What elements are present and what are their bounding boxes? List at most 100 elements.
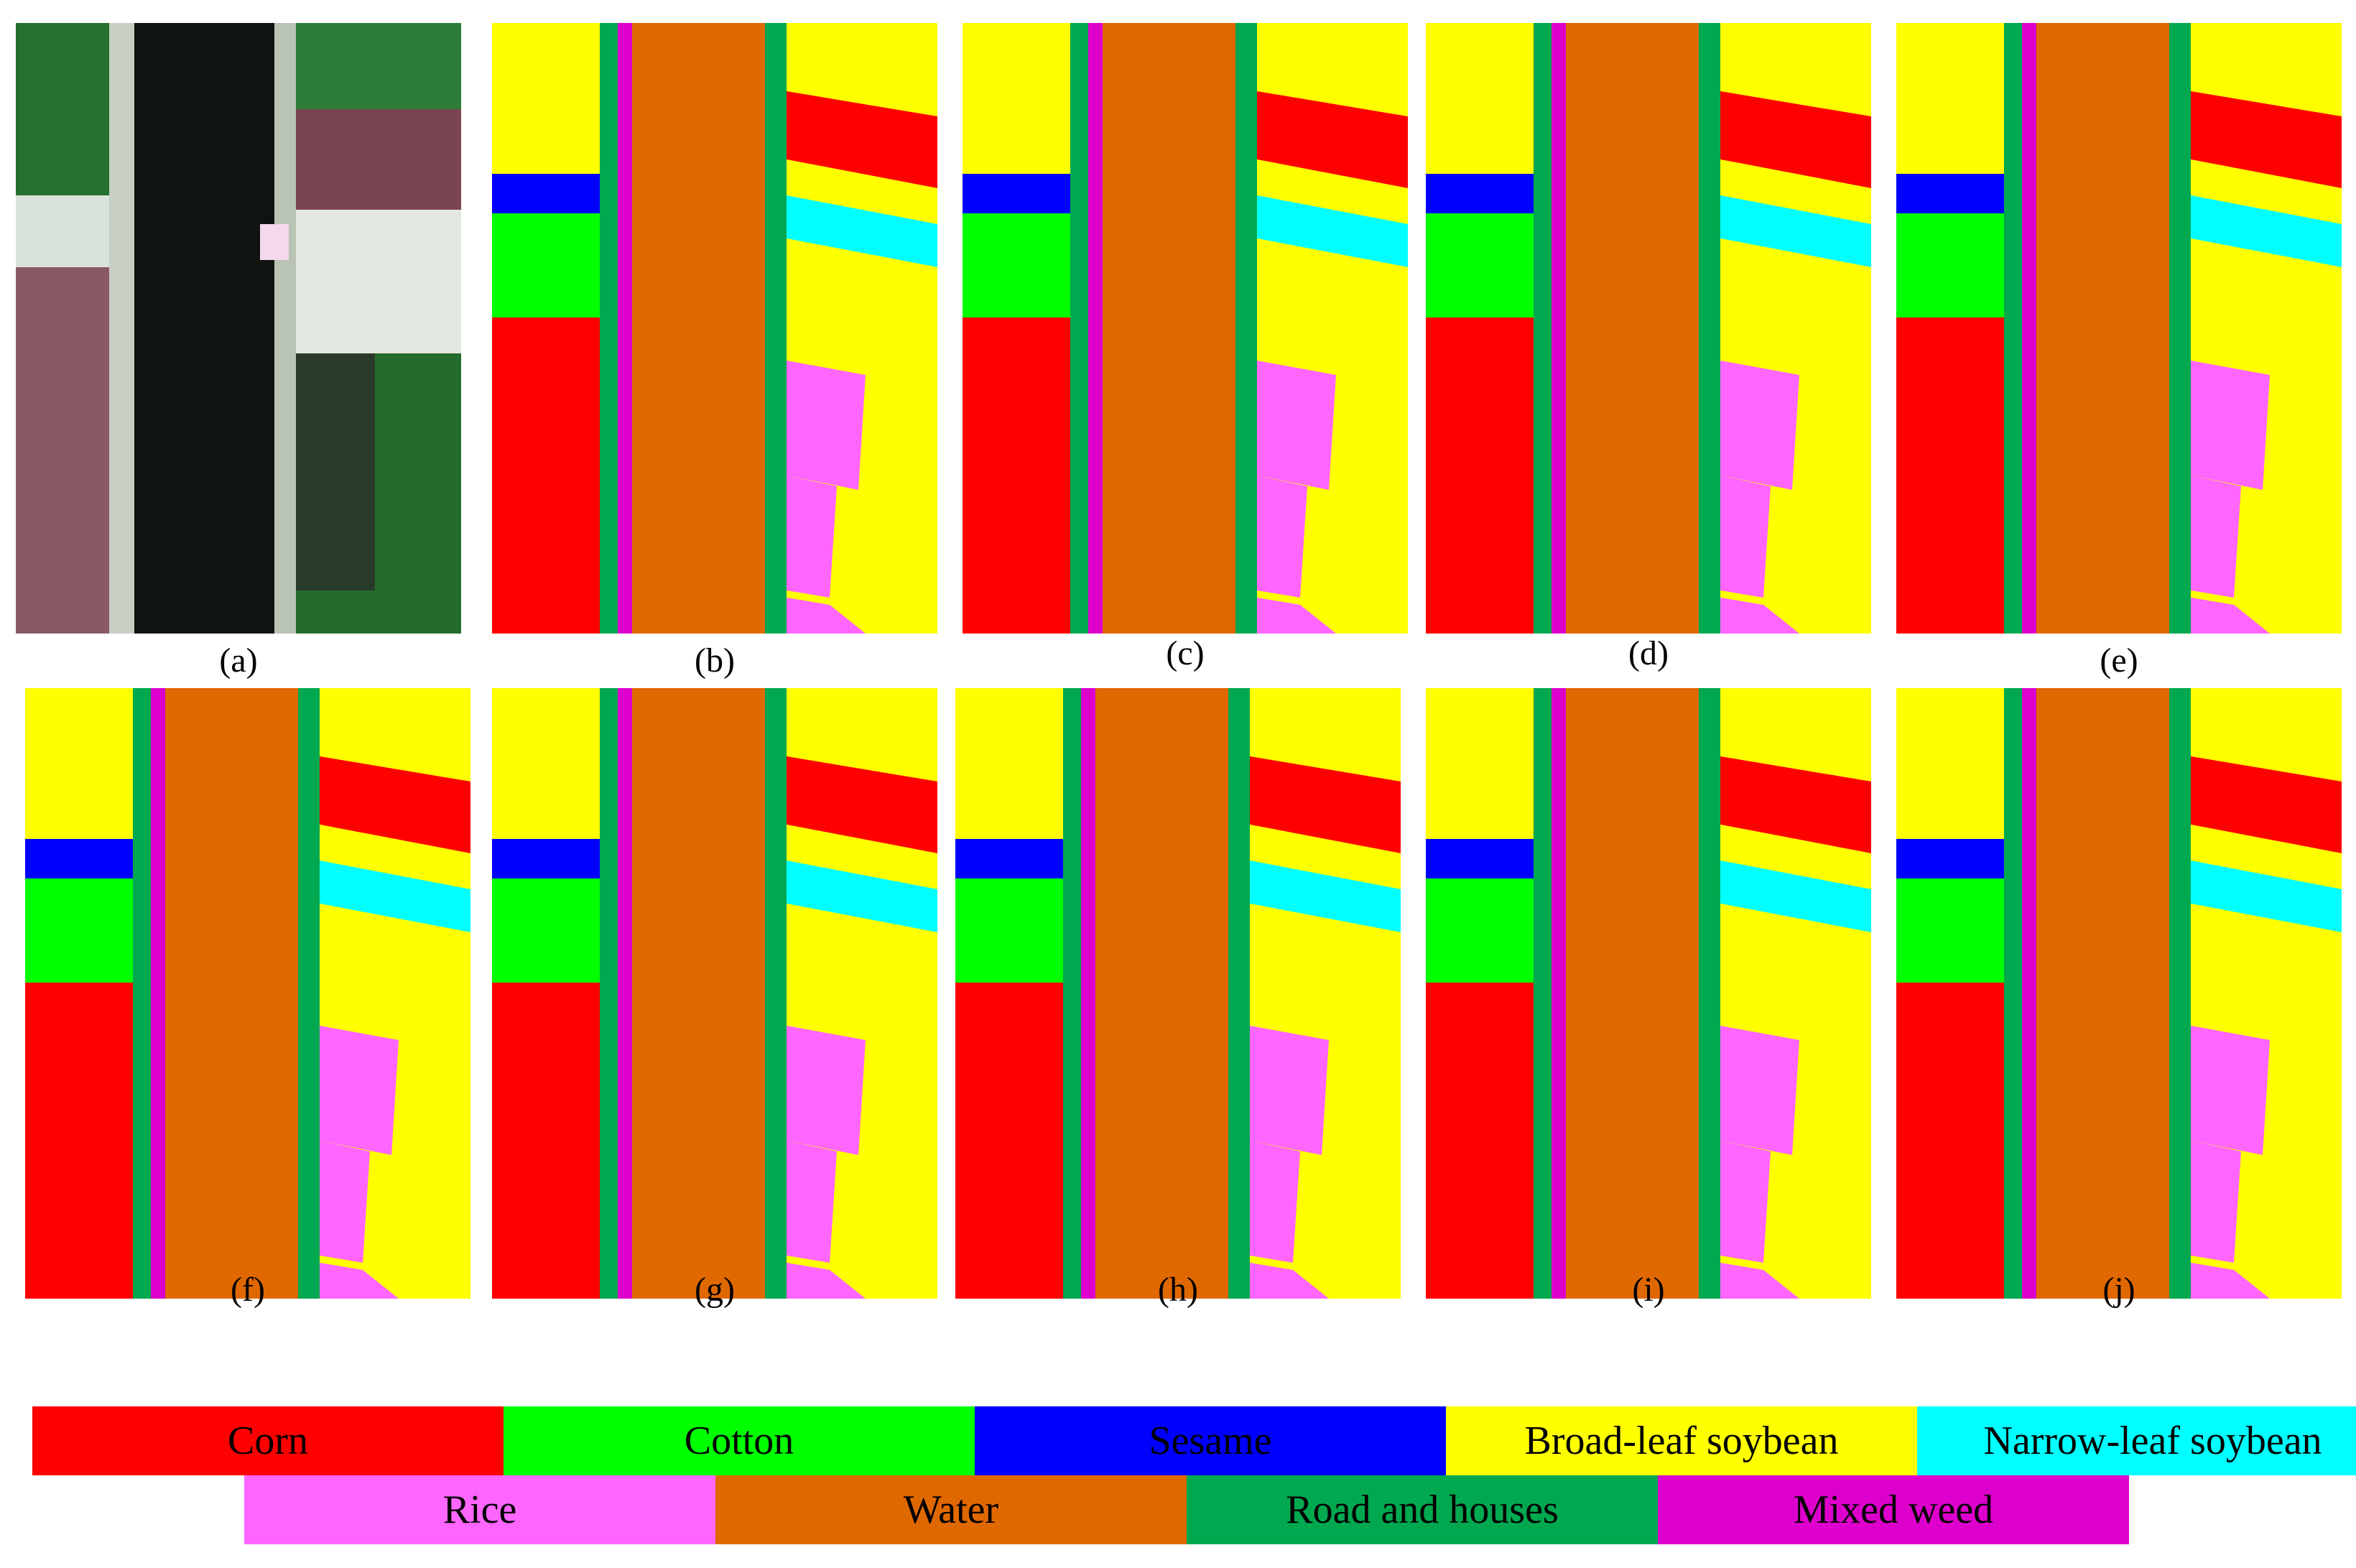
region-road-right	[1699, 23, 1720, 634]
classification-map-svg	[1896, 688, 2342, 1299]
panel-j-classification-map	[1896, 688, 2342, 1299]
region-cotton	[492, 213, 600, 317]
region-weed-left	[2022, 688, 2036, 1299]
region-rice-1	[2191, 1026, 2270, 1155]
region-water	[2036, 23, 2176, 634]
region-weed-left	[1552, 23, 1566, 634]
region-soy-strip	[1720, 159, 1871, 217]
region-soy-top-right	[1257, 23, 1408, 116]
region-soy-top-right	[787, 23, 937, 116]
region-soy-top-right	[320, 688, 470, 781]
legend-item-rice: Rice	[244, 1475, 715, 1544]
region-rice-1	[320, 1026, 399, 1155]
panel-e-caption: (e)	[2100, 641, 2138, 679]
region-cotton	[1426, 878, 1534, 983]
region-soy-top-right	[1720, 688, 1871, 781]
region-rice-2	[1720, 1141, 1771, 1263]
legend-item-narrow-leaf-soybean: Narrow-leaf soybean	[1917, 1406, 2356, 1475]
legend-item-sesame: Sesame	[975, 1406, 1446, 1475]
region-sesame	[963, 174, 1070, 213]
region-corn-right	[787, 91, 937, 188]
region-rice-1	[2191, 361, 2270, 490]
region-road-left	[2004, 23, 2022, 634]
region-weed-left	[1081, 688, 1095, 1299]
panel-h-classification-map	[955, 688, 1401, 1299]
panel-b-classification-map	[492, 23, 937, 634]
region-weed-left	[618, 23, 632, 634]
region-rice-2	[787, 1141, 837, 1263]
region-road-right	[2169, 23, 2191, 634]
panel-f-caption: (f)	[231, 1271, 265, 1309]
region-narrow-leaf-soybean	[1720, 860, 1871, 932]
region-road-left	[600, 688, 618, 1299]
classification-map-svg	[963, 23, 1408, 634]
region-water	[632, 688, 772, 1299]
region-rice-3	[1250, 1263, 1329, 1299]
region-cotton	[963, 213, 1070, 317]
region-broad-leaf-soybean	[492, 688, 607, 839]
region-weed-left	[1088, 23, 1103, 634]
panel-i-classification-map	[1426, 688, 1871, 1299]
region-sesame	[1896, 839, 2004, 878]
region-road-left	[1070, 23, 1088, 634]
classification-map-svg	[1426, 688, 1871, 1299]
legend-row-2: Rice Water Road and houses Mixed weed	[244, 1475, 2129, 1544]
region-rice-1	[787, 1026, 866, 1155]
region-road-right	[298, 688, 320, 1299]
region-road-left	[133, 688, 151, 1299]
region-sesame	[492, 839, 600, 878]
region-soy-strip	[787, 825, 937, 882]
region-cotton	[955, 878, 1063, 983]
region-rice-3	[320, 1263, 399, 1299]
region-soy-strip	[1720, 825, 1871, 882]
region-sesame	[1426, 839, 1534, 878]
region-sesame	[1426, 174, 1534, 213]
panel-d-classification-map	[1426, 23, 1871, 634]
region-broad-leaf-soybean	[25, 688, 140, 839]
region-broad-leaf-soybean	[955, 688, 1070, 839]
region-soy-top-right	[2191, 688, 2342, 781]
region-corn-left	[25, 983, 133, 1299]
region-corn-left	[955, 983, 1063, 1299]
region-rice-2	[320, 1141, 370, 1263]
region-rice-2	[1257, 475, 1307, 598]
region-weed-left	[151, 688, 165, 1299]
panel-i-caption: (i)	[1632, 1271, 1665, 1309]
region-corn-right	[1257, 91, 1408, 188]
region-corn-right	[320, 756, 470, 853]
region-soy-top-right	[1720, 23, 1871, 116]
region-cotton	[492, 878, 600, 983]
region-rice-2	[787, 475, 837, 598]
region-road-left	[1534, 23, 1552, 634]
region-road-right	[2169, 688, 2191, 1299]
region-rice-3	[1720, 598, 1799, 634]
region-corn-right	[1250, 756, 1401, 853]
region-road-left	[2004, 688, 2022, 1299]
panel-b-caption: (b)	[695, 641, 735, 679]
panel-c-caption: (c)	[1166, 634, 1205, 672]
region-corn-left	[1896, 983, 2004, 1299]
panel-d-caption: (d)	[1628, 634, 1669, 672]
region-broad-leaf-soybean	[492, 23, 607, 174]
region-weed-left	[618, 688, 632, 1299]
region-road-right	[1235, 23, 1257, 634]
region-soy-top-right	[787, 688, 937, 781]
region-road-right	[765, 688, 787, 1299]
region-rice-1	[1720, 1026, 1799, 1155]
panel-g-classification-map	[492, 688, 937, 1299]
region-road-left	[600, 23, 618, 634]
region-corn-left	[1426, 317, 1534, 634]
region-sesame	[955, 839, 1063, 878]
region-cotton	[1896, 878, 2004, 983]
region-narrow-leaf-soybean	[1257, 195, 1408, 267]
region-corn-right	[2191, 756, 2342, 853]
region-broad-leaf-soybean	[1426, 23, 1541, 174]
region-rice-1	[1257, 361, 1336, 490]
region-soy-strip	[320, 825, 470, 882]
region-rice-2	[2191, 1141, 2241, 1263]
region-narrow-leaf-soybean	[787, 860, 937, 932]
region-water	[1566, 23, 1706, 634]
region-corn-left	[492, 983, 600, 1299]
region-rice-2	[1720, 475, 1771, 598]
classification-map-svg	[955, 688, 1401, 1299]
